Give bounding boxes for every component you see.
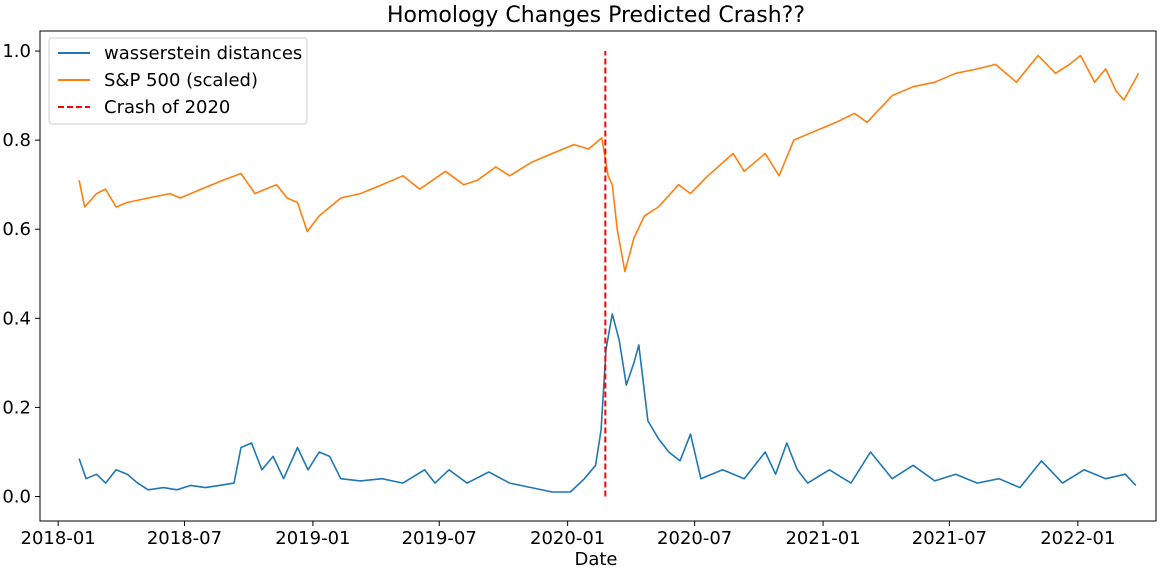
legend-label: S&P 500 (scaled)	[104, 70, 258, 91]
x-tick-label: 2019-01	[275, 528, 350, 549]
series-line-1	[78, 54, 1140, 273]
x-tick-label: 2021-01	[785, 528, 860, 549]
y-tick-label: 1.0	[2, 41, 31, 62]
x-tick-label: 2019-07	[402, 528, 477, 549]
y-tick-label: 0.2	[2, 397, 31, 418]
y-tick-label: 0.0	[2, 487, 31, 508]
x-tick-label: 2018-01	[21, 528, 96, 549]
legend: wasserstein distances S&P 500 (scaled) Cra…	[48, 37, 308, 125]
x-tick-label: 2022-01	[1040, 528, 1115, 549]
x-tick-label: 2020-07	[657, 528, 732, 549]
legend-label: wasserstein distances	[104, 43, 302, 64]
series-line-0	[78, 313, 1137, 493]
plot-area	[78, 51, 1140, 497]
y-tick-label: 0.4	[2, 308, 31, 329]
y-tick-label: 0.8	[2, 130, 31, 151]
plot-frame	[39, 30, 1157, 522]
legend-box	[48, 37, 308, 125]
x-tick-label: 2020-01	[530, 528, 605, 549]
x-tick-label: 2021-07	[912, 528, 987, 549]
chart-title: Homology Changes Predicted Crash??	[387, 3, 805, 28]
x-axis-label: Date	[574, 549, 617, 570]
x-axis: 2018-01 2018-07 2019-01 2019-07 2020-01 2020-…	[21, 521, 1115, 549]
y-axis: 0.0 0.2 0.4 0.6 0.8 1.0	[2, 41, 40, 508]
legend-label: Crash of 2020	[104, 97, 230, 118]
x-tick-label: 2018-07	[147, 528, 222, 549]
y-tick-label: 0.6	[2, 219, 31, 240]
